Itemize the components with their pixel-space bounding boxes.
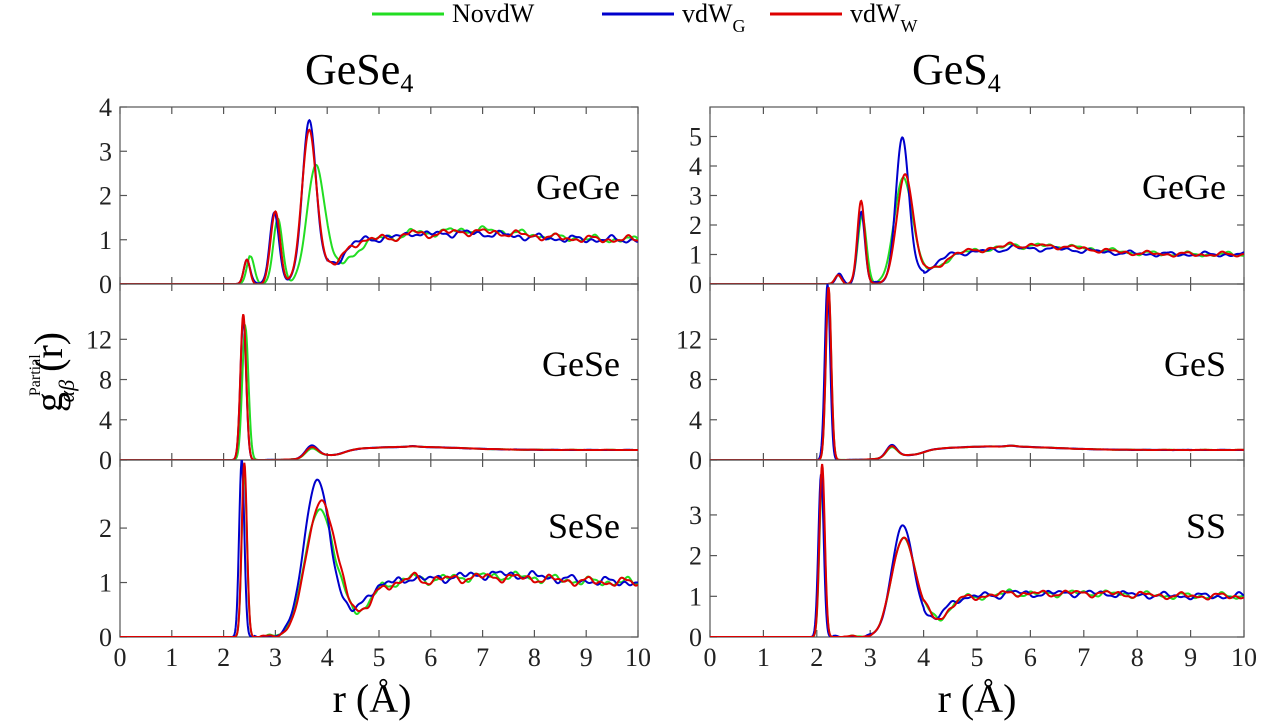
panel-frame: [119, 459, 639, 638]
panel-gege-gese4: 0 1 2 3 4 GeGe: [99, 93, 639, 299]
panel-ss-ges4: 0 1 2 3 0 1 2 3 4 5 6 7 8 9 10 SS: [689, 459, 1257, 672]
series-line-vdwg: [710, 136, 1244, 284]
series-line-vdwg: [120, 460, 638, 637]
series-line-vdww: [120, 128, 638, 284]
y-tick-label: 2: [689, 542, 702, 571]
legend-sub-vdww: W: [901, 16, 918, 36]
x-tick-label: 6: [424, 643, 437, 672]
x-tick-label: 4: [917, 643, 930, 672]
y-tick-label: 2: [99, 514, 112, 543]
series-line-novdw: [710, 478, 1244, 637]
series-line-vdww: [710, 286, 1244, 460]
y-tick-label: 4: [689, 152, 702, 181]
y-tick-label: 4: [689, 406, 702, 435]
series-line-novdw: [120, 470, 638, 637]
legend-label-vdww: vdWW: [850, 0, 918, 36]
y-tick-label: 2: [689, 211, 702, 240]
x-tick-label: 9: [1184, 643, 1197, 672]
y-axis-label-sup: Partial: [27, 354, 44, 396]
y-axis-label-main: g: [26, 392, 71, 412]
x-tick-label: 6: [1024, 643, 1037, 672]
x-tick-label: 0: [704, 643, 717, 672]
x-tick-label: 1: [165, 643, 178, 672]
legend-sub-vdwg: G: [733, 16, 746, 36]
y-tick-label: 5: [689, 123, 702, 152]
y-tick-label: 8: [99, 366, 112, 395]
y-tick-label: 3: [99, 137, 112, 166]
x-tick-label: 3: [269, 643, 282, 672]
y-tick-label: 0: [689, 623, 702, 652]
series-line-vdww: [120, 462, 638, 637]
x-tick-label: 9: [580, 643, 593, 672]
panel-sese-gese4: 0 1 2 0 1 2 3 4 5 6 7 8 9 10 SeSe: [99, 459, 651, 672]
x-tick-label: 7: [1077, 643, 1090, 672]
panel-label: GeGe: [536, 167, 620, 207]
y-tick-label: 0: [689, 446, 702, 475]
x-tick-label: 5: [373, 643, 386, 672]
panels: 01234GeGe012345GeGe04812GeSe04812GeS0120…: [86, 93, 1257, 672]
panel-label: SeSe: [548, 506, 620, 546]
column-title-gese4-sub: 4: [400, 69, 413, 98]
y-tick-label: 3: [689, 182, 702, 211]
y-tick-label: 12: [86, 325, 112, 354]
series-line-vdwg: [120, 318, 638, 460]
x-tick-label: 2: [217, 643, 230, 672]
x-tick-label: 7: [476, 643, 489, 672]
y-axis-label: gPartial αβ (r): [26, 332, 79, 412]
y-tick-label: 2: [99, 182, 112, 211]
series-line-vdww: [710, 463, 1244, 637]
x-tick-label: 8: [1131, 643, 1144, 672]
x-axis-label-left: r (Å): [333, 676, 412, 721]
y-tick-label: 0: [99, 446, 112, 475]
x-tick-label: 10: [625, 643, 651, 672]
y-tick-label: 0: [99, 270, 112, 299]
panel-label: GeS: [1164, 344, 1226, 384]
x-tick-label: 2: [810, 643, 823, 672]
panel-ges-ges4: 0 4 8 12 GeS: [676, 283, 1245, 475]
legend-label-vdwg: vdWG: [682, 0, 746, 36]
x-tick-label: 8: [528, 643, 541, 672]
x-tick-label: 10: [1231, 643, 1257, 672]
panel-label: GeSe: [542, 344, 620, 384]
series-line-vdww: [710, 173, 1244, 284]
x-tick-label: 3: [864, 643, 877, 672]
panel-gese-gese4: 0 4 8 12 GeSe: [86, 283, 639, 475]
y-axis-label-tail: (r): [26, 332, 71, 372]
y-tick-label: 1: [689, 241, 702, 270]
y-tick-label: 3: [689, 501, 702, 530]
series-line-vdwg: [120, 118, 638, 284]
column-title-ges4: GeS4: [912, 45, 1001, 98]
x-axis-label-right: r (Å): [938, 676, 1017, 721]
panel-label: SS: [1186, 506, 1226, 546]
series-line-vdwg: [710, 474, 1244, 637]
x-tick-label: 5: [971, 643, 984, 672]
x-tick-label: 1: [757, 643, 770, 672]
legend-label-novdw: NovdW: [452, 0, 535, 28]
x-tick-label: 0: [114, 643, 127, 672]
y-axis-label-sub: αβ: [54, 380, 79, 403]
y-tick-label: 0: [689, 270, 702, 299]
y-tick-label: 1: [99, 569, 112, 598]
panel-label: GeGe: [1142, 167, 1226, 207]
series-line-vdww: [120, 313, 638, 460]
y-tick-label: 4: [99, 406, 112, 435]
y-tick-label: 12: [676, 325, 702, 354]
y-tick-label: 0: [99, 623, 112, 652]
panel-frame: [709, 459, 1245, 638]
y-tick-label: 1: [99, 226, 112, 255]
column-title-gese4: GeSe4: [305, 45, 413, 98]
y-tick-label: 4: [99, 93, 112, 122]
y-tick-label: 8: [689, 366, 702, 395]
y-tick-label: 1: [689, 582, 702, 611]
x-tick-label: 4: [321, 643, 334, 672]
legend: NovdW vdWG vdWW: [372, 0, 918, 36]
column-title-ges4-sub: 4: [988, 69, 1001, 98]
